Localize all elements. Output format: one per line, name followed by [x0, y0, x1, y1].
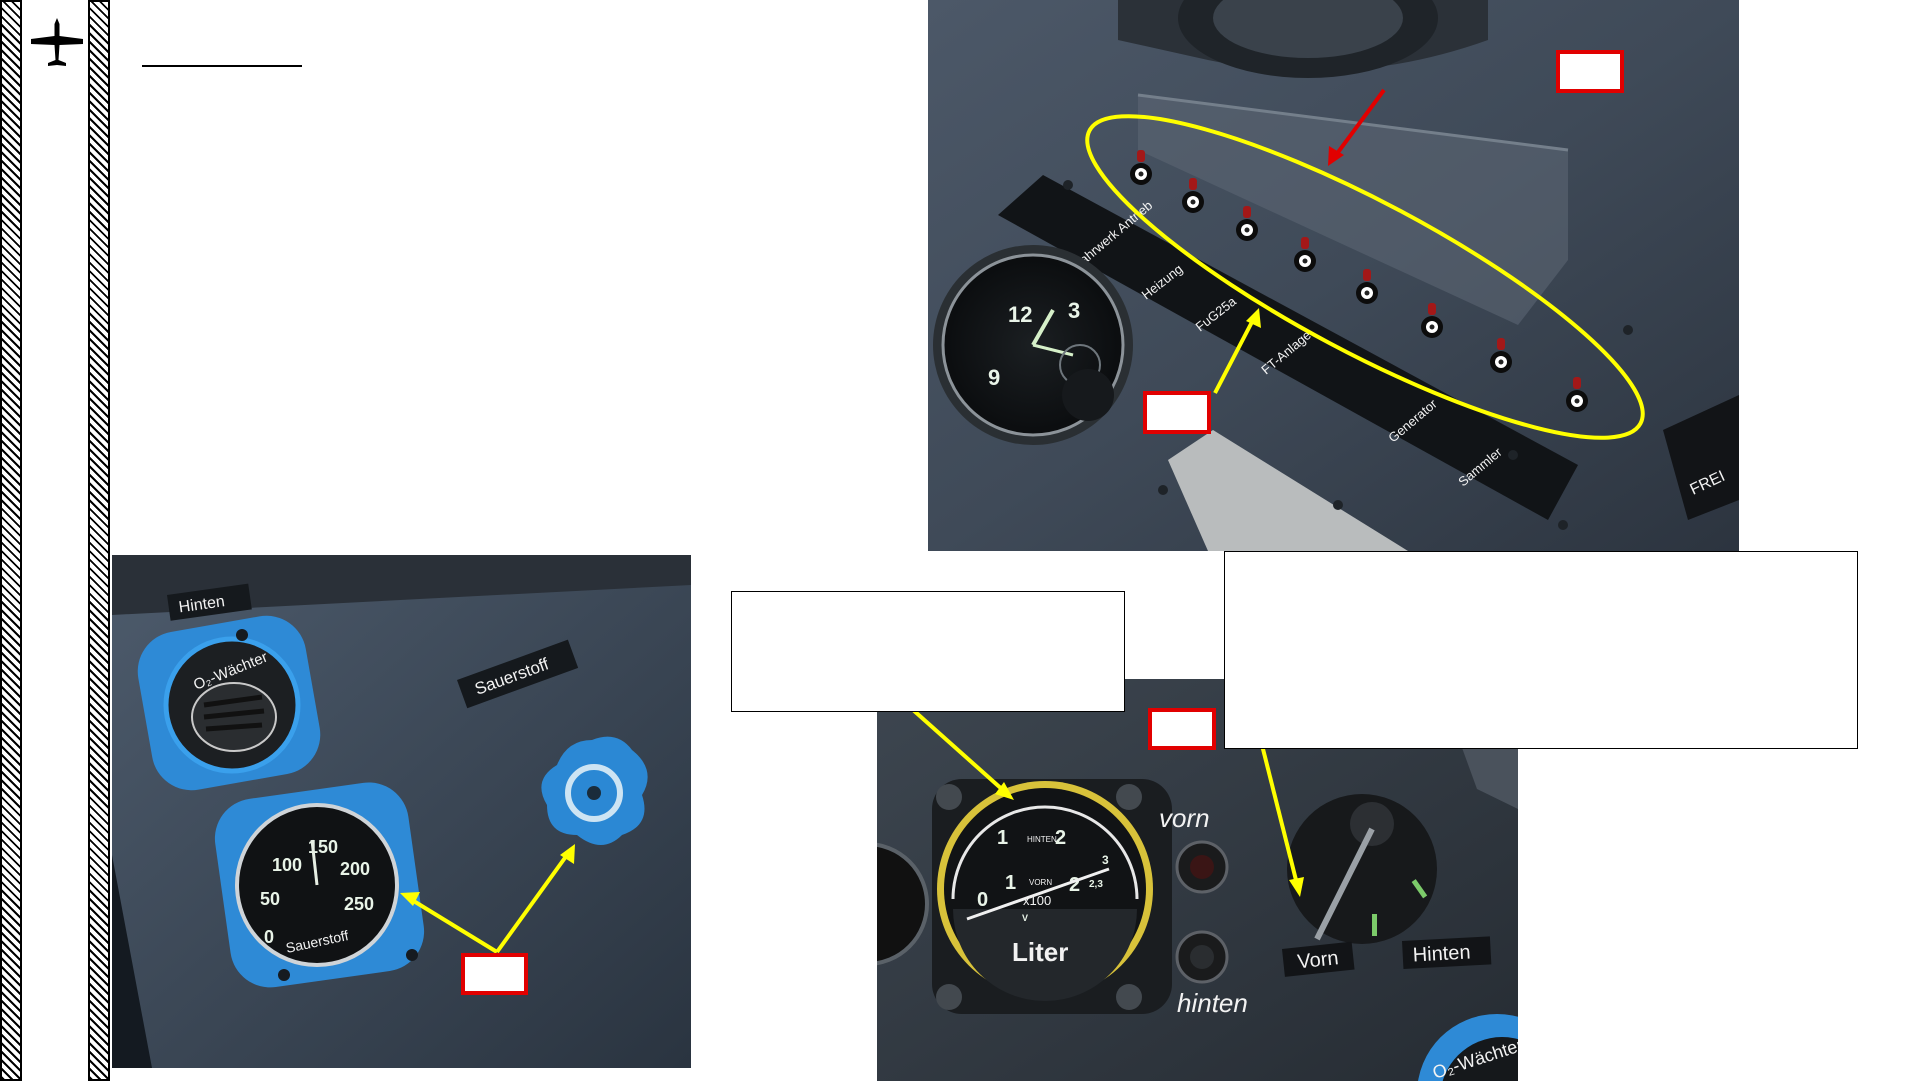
callout-circuit-breakers — [1556, 50, 1624, 93]
selector-label-vorn: Vorn — [1296, 947, 1339, 973]
fuel-contents-gauge: V 1 2 3 HINTEN 0 1 2 2,3 VORN x100 Liter — [932, 779, 1172, 1014]
gauge-tick-250: 250 — [344, 894, 374, 914]
lower-tick-2-3: 2,3 — [1089, 879, 1103, 890]
cockpit-clock: 12 3 9 — [933, 245, 1133, 445]
hinten-placard: Hinten — [178, 593, 226, 616]
selector-label-hinten: Hinten — [1412, 941, 1471, 966]
oxygen-panel-photo: Hinten O₂-Wächter Sauerstoff 0 — [112, 555, 691, 1068]
circuit-breaker-switches — [1130, 150, 1588, 412]
fuel-tank-selector[interactable] — [1287, 794, 1437, 944]
data-plate — [1168, 430, 1408, 551]
gauge-tick-0: 0 — [264, 927, 274, 947]
upper-tick-1: 1 — [997, 827, 1008, 849]
airplane-icon — [31, 18, 83, 66]
gauge-unit-liter: Liter — [1012, 937, 1068, 967]
upper-tick-2: 2 — [1055, 827, 1066, 849]
lower-tick-2: 2 — [1069, 874, 1080, 896]
callout-oxygen — [461, 953, 528, 995]
clock-number-9: 9 — [988, 365, 1000, 390]
lower-scale-label: VORN — [1029, 878, 1052, 887]
gauge-tick-150: 150 — [308, 837, 338, 857]
lamp-label-vorn: vorn — [1159, 803, 1210, 833]
oxygen-pressure-gauge: 0 50 100 150 200 250 Sauerstoff — [214, 782, 425, 988]
clock-number-12: 12 — [1008, 302, 1032, 327]
oxygen-valve-knob[interactable] — [541, 736, 648, 845]
left-hatched-rail — [0, 0, 22, 1081]
callout-fuel — [1148, 708, 1216, 750]
annotation-box-fuel-selector — [1224, 551, 1858, 749]
clock-number-3: 3 — [1068, 298, 1080, 323]
callout-fug25a — [1143, 391, 1211, 434]
upper-tick-3: 3 — [1102, 853, 1109, 867]
gauge-mark-v: V — [1022, 913, 1028, 923]
gauge-tick-50: 50 — [260, 889, 280, 909]
lower-tick-1: 1 — [1005, 872, 1016, 894]
title-underline — [142, 65, 302, 67]
o2-waechter-indicator: O₂-Wächter — [137, 615, 321, 791]
right-hatched-rail — [88, 0, 110, 1081]
switch-label-strip — [998, 175, 1578, 520]
lower-tick-0: 0 — [977, 889, 988, 911]
switch-highlight-ellipse — [1085, 114, 1645, 440]
gauge-tick-100: 100 — [272, 855, 302, 875]
annotation-box-fuel-gauge — [731, 591, 1125, 712]
gauge-tick-200: 200 — [340, 859, 370, 879]
upper-scale-label: HINTEN — [1027, 835, 1057, 844]
lamp-label-hinten: hinten — [1177, 988, 1248, 1018]
